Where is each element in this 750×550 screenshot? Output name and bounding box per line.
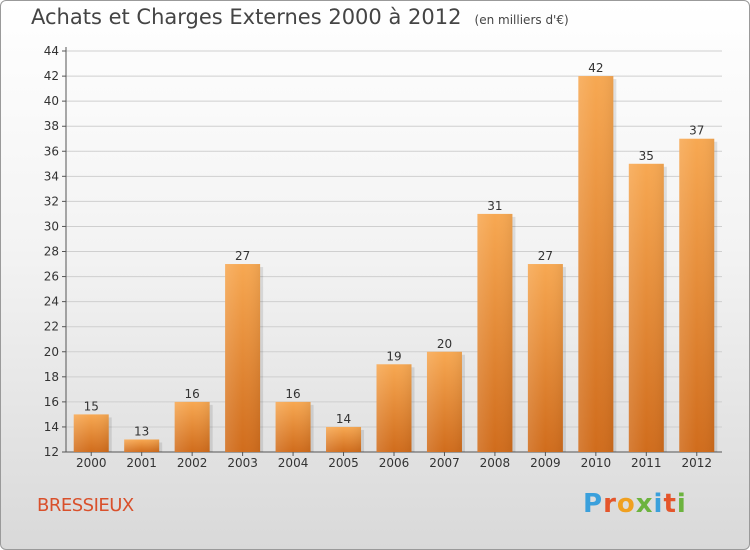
label-layer: 15 13 16 27 16 14 19 20 31 27 42 35 37	[84, 61, 705, 438]
y-tick-label: 16	[44, 395, 59, 409]
x-tick-label: 2010	[581, 456, 612, 470]
x-tick-label: 2008	[480, 456, 511, 470]
data-label: 19	[386, 349, 401, 363]
y-tick-label: 44	[44, 44, 59, 58]
y-tick-label: 20	[44, 345, 59, 359]
logo-letter: P	[583, 489, 604, 519]
logo-letter: i	[653, 489, 664, 519]
bar-highlight	[73, 414, 109, 452]
x-tick-label: 2002	[177, 456, 208, 470]
data-label: 16	[285, 387, 300, 401]
data-label: 35	[639, 149, 654, 163]
bar-highlight	[426, 351, 462, 452]
bar-highlight	[225, 264, 261, 452]
data-label: 27	[235, 249, 250, 263]
bar-highlight	[679, 138, 715, 452]
y-tick-label: 28	[44, 245, 59, 259]
proxiti-logo[interactable]: Proxiti	[583, 489, 687, 519]
y-tick-label: 40	[44, 94, 59, 108]
y-tick-label: 26	[44, 270, 59, 284]
bar-highlight	[527, 264, 563, 452]
data-label: 37	[689, 124, 704, 138]
data-label: 14	[336, 412, 351, 426]
y-tick-label: 14	[44, 420, 59, 434]
x-tick-label: 2001	[126, 456, 157, 470]
bar-highlight	[124, 439, 160, 452]
title-row: Achats et Charges Externes 2000 à 2012 (…	[31, 5, 569, 29]
y-tick-label: 24	[44, 295, 59, 309]
data-label: 13	[134, 424, 149, 438]
bar-highlight	[628, 163, 664, 452]
logo-letter: t	[663, 489, 677, 519]
y-tick-label: 30	[44, 219, 59, 233]
y-tick-label: 38	[44, 119, 59, 133]
data-label: 42	[588, 61, 603, 75]
data-label: 20	[437, 337, 452, 351]
x-tick-label: 2012	[681, 456, 712, 470]
y-tick-label: 34	[44, 169, 59, 183]
bar-highlight	[376, 364, 412, 452]
x-tick-label: 2005	[328, 456, 359, 470]
logo-letter: o	[616, 489, 636, 519]
y-tick-label: 22	[44, 320, 59, 334]
bar-highlight	[275, 401, 311, 452]
bar-highlight	[174, 401, 210, 452]
x-tick-label: 2004	[278, 456, 309, 470]
logo-letter: r	[603, 489, 617, 519]
y-tick-label: 36	[44, 144, 59, 158]
bar-highlight	[578, 76, 614, 452]
data-label: 16	[185, 387, 200, 401]
chart-title: Achats et Charges Externes 2000 à 2012	[31, 5, 462, 29]
bar-layer	[73, 76, 718, 452]
data-label: 31	[487, 199, 502, 213]
y-tick-label: 32	[44, 194, 59, 208]
x-tick-label: 2011	[631, 456, 662, 470]
x-tick-label: 2000	[76, 456, 107, 470]
x-tick-label: 2009	[530, 456, 561, 470]
bar-highlight	[477, 213, 513, 452]
x-tick-label: 2006	[379, 456, 410, 470]
chart-subtitle: (en milliers d'€)	[474, 13, 569, 27]
bar-highlight	[326, 426, 362, 452]
commune-name: BRESSIEUX	[37, 495, 134, 516]
x-tick-label: 2003	[227, 456, 258, 470]
data-label: 27	[538, 249, 553, 263]
y-tick-label: 12	[44, 445, 59, 459]
logo-letter: x	[635, 489, 654, 519]
y-tick-label: 42	[44, 69, 59, 83]
logo-letter: i	[676, 489, 687, 519]
x-tick-label: 2007	[429, 456, 460, 470]
data-label: 15	[84, 399, 99, 413]
y-tick-label: 18	[44, 370, 59, 384]
